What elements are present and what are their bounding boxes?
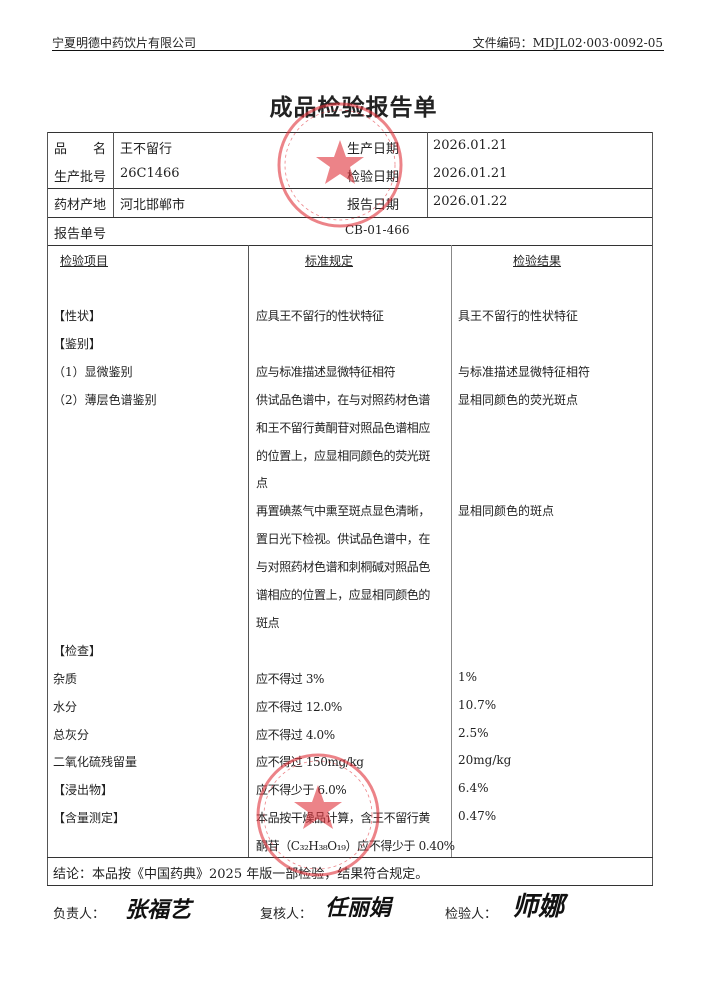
- report-date: 2026.01.22: [433, 194, 508, 209]
- row-item: 水分: [53, 699, 78, 714]
- row-standard: 应不得过 3%: [256, 671, 325, 686]
- table-border: [47, 132, 48, 885]
- row-standard: 的位置上，应显相同颜色的荧光斑: [256, 448, 431, 463]
- column-header-standard: 标准规定: [305, 254, 354, 268]
- company-name: 宁夏明德中药饮片有限公司: [52, 36, 197, 50]
- row-item: 二氧化硫残留量: [53, 755, 138, 770]
- test-date-label: 检验日期: [347, 170, 400, 185]
- row-standard: 和王不留行黄酮苷对照品色谱相应: [256, 420, 431, 435]
- row-result: 10.7%: [458, 697, 497, 712]
- row-item: 杂质: [53, 671, 78, 686]
- column-header-result: 检验结果: [513, 254, 562, 268]
- row-item: 【检查】: [53, 643, 102, 658]
- column-divider: [451, 245, 452, 857]
- reviewer-signature: 任丽娟: [325, 896, 392, 921]
- inspector-label: 检验人：: [445, 907, 498, 922]
- row-standard: 酮苷（C₃₂H₃₈O₁₉）应不得少于 0.40%: [256, 839, 455, 854]
- row-standard: 供试品色谱中，在与对照药材色谱: [256, 392, 431, 407]
- row-standard: 应与标准描述显微特征相符: [256, 364, 396, 379]
- row-result: 2.5%: [458, 725, 489, 740]
- row-standard: 置日光下检视。供试品色谱中，在: [256, 532, 431, 547]
- responsible-label: 负责人：: [53, 907, 106, 922]
- row-standard: 应不得过 12.0%: [256, 699, 342, 714]
- row-standard: 应不得过 4.0%: [256, 727, 335, 742]
- responsible-signature: 张福艺: [125, 898, 192, 923]
- row-item: 【浸出物】: [53, 783, 114, 798]
- table-border: [47, 217, 653, 218]
- reviewer-label: 复核人：: [260, 907, 313, 922]
- row-item: 【含量测定】: [53, 811, 126, 826]
- row-result: 显相同颜色的斑点: [458, 504, 555, 519]
- row-standard: 本品按干燥品计算，含王不留行黄: [256, 811, 431, 826]
- row-result: 0.47%: [458, 809, 497, 824]
- header-divider: [52, 50, 664, 51]
- table-border: [47, 857, 653, 858]
- report-number: CB-01-466: [345, 223, 410, 237]
- row-item: 【性状】: [53, 309, 102, 323]
- document-code: 文件编码：MDJL02·003·0092-05: [472, 36, 663, 50]
- table-border: [47, 188, 653, 189]
- row-standard: 应不得过 150mg/kg: [256, 755, 364, 770]
- row-standard: 斑点: [256, 615, 280, 630]
- origin-label: 药材产地: [54, 198, 107, 213]
- row-item: （2）薄层色谱鉴别: [53, 392, 157, 407]
- row-result: 1%: [458, 669, 478, 684]
- test-date: 2026.01.21: [433, 166, 508, 181]
- row-standard: 再置碘蒸气中熏至斑点显色清晰，: [256, 504, 431, 519]
- row-standard: 点: [256, 476, 268, 491]
- table-border: [113, 132, 114, 217]
- row-result: 20mg/kg: [458, 753, 512, 768]
- column-header-item: 检验项目: [60, 254, 109, 268]
- table-border: [47, 885, 653, 886]
- report-date-label: 报告日期: [347, 198, 400, 213]
- batch-number: 26C1466: [120, 166, 180, 181]
- row-item: 总灰分: [53, 727, 90, 742]
- row-standard: 应具王不留行的性状特征: [256, 309, 384, 323]
- row-result: 6.4%: [458, 781, 489, 796]
- table-border: [427, 132, 428, 217]
- conclusion: 结论：本品按《中国药典》2025 年版一部检验，结果符合规定。: [53, 867, 429, 882]
- name-label: 品 名: [54, 142, 107, 157]
- production-date-label: 生产日期: [347, 142, 400, 157]
- row-item: 【鉴别】: [53, 336, 102, 351]
- product-name: 王不留行: [120, 142, 173, 157]
- production-date: 2026.01.21: [433, 138, 508, 153]
- table-border: [652, 132, 653, 885]
- row-standard: 与对照药材色谱和刺桐碱对照品色: [256, 560, 431, 575]
- row-standard: 谱相应的位置上，应显相同颜色的: [256, 588, 431, 602]
- row-result: 显相同颜色的荧光斑点: [458, 392, 579, 407]
- report-number-label: 报告单号: [54, 227, 107, 242]
- table-border: [47, 245, 653, 246]
- table-border: [47, 132, 653, 133]
- row-item: （1）显微鉴别: [53, 364, 133, 379]
- column-divider: [248, 245, 249, 857]
- row-standard: 应不得少于 6.0%: [256, 783, 347, 798]
- row-result: 具王不留行的性状特征: [458, 309, 579, 323]
- batch-label: 生产批号: [54, 170, 107, 185]
- page-title: 成品检验报告单: [269, 94, 438, 121]
- row-result: 与标准描述显微特征相符: [458, 364, 591, 379]
- inspector-signature: 师娜: [512, 892, 565, 922]
- origin: 河北邯郸市: [120, 198, 186, 213]
